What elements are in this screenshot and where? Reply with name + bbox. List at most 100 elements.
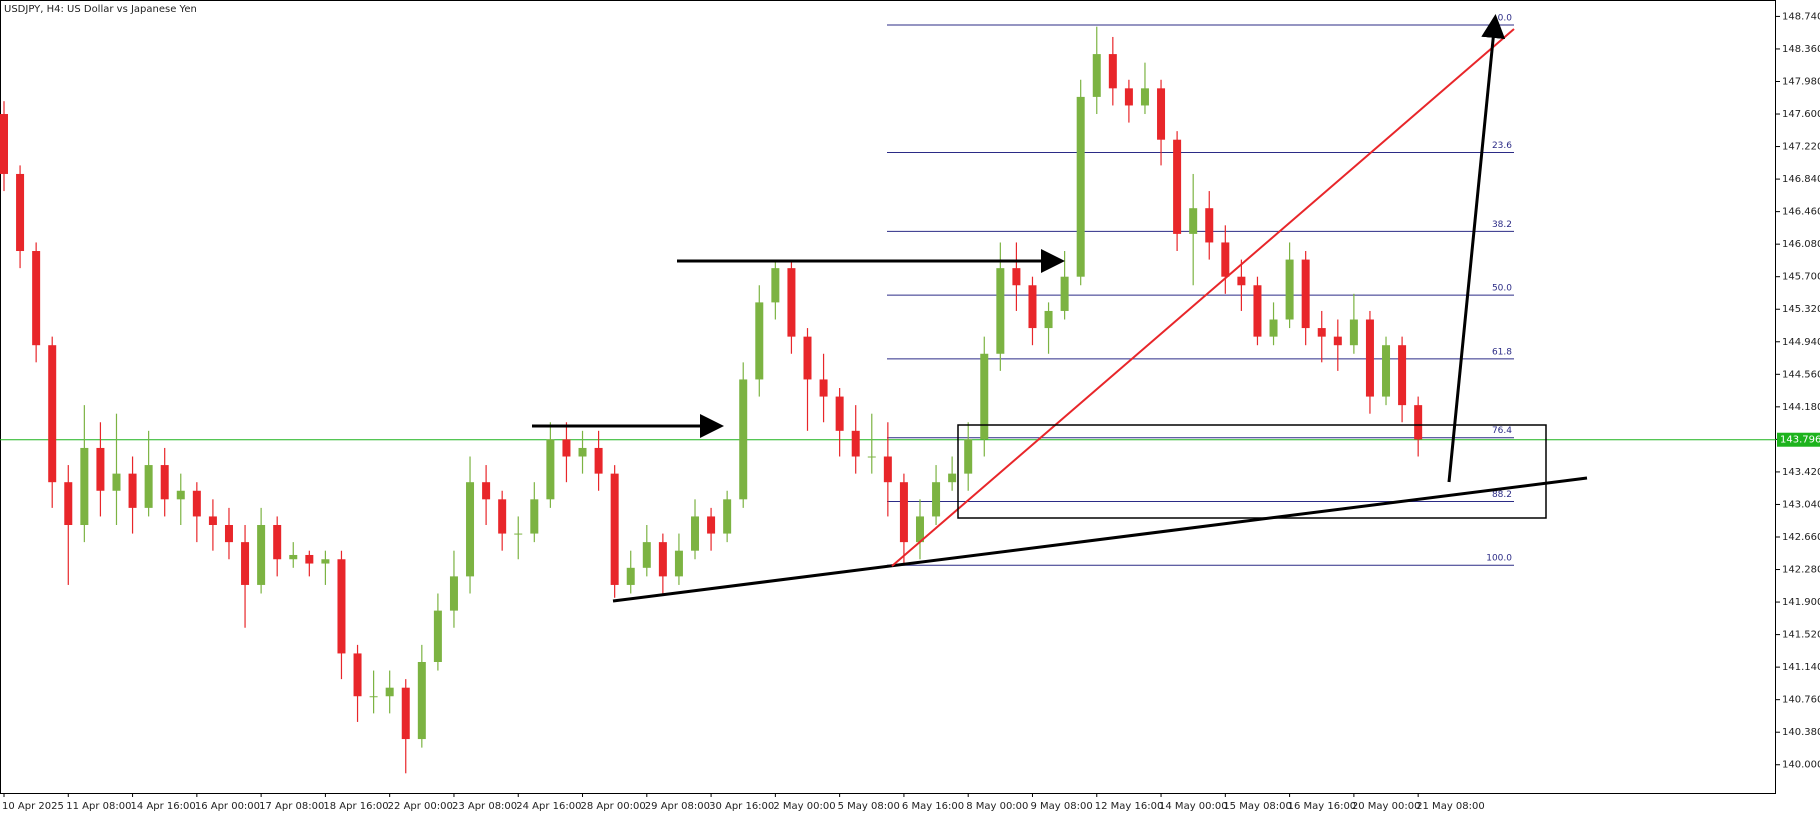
candle-body bbox=[128, 473, 137, 508]
candle-body bbox=[337, 559, 346, 654]
fib-label: 76.4 bbox=[1492, 426, 1512, 436]
candle-body bbox=[273, 525, 282, 560]
candle-body bbox=[353, 653, 362, 697]
trend-line bbox=[612, 476, 1588, 603]
y-tick-label: 143.420 bbox=[1782, 467, 1820, 478]
candle-body bbox=[642, 542, 651, 568]
candle-body bbox=[803, 336, 812, 380]
candle-body bbox=[1333, 336, 1342, 346]
x-tick-label: 2 May 00:00 bbox=[773, 801, 835, 812]
candle-body bbox=[1253, 285, 1262, 337]
candles bbox=[0, 26, 1423, 774]
y-tick-label: 146.080 bbox=[1782, 239, 1820, 250]
x-tick-label: 20 May 00:00 bbox=[1352, 801, 1421, 812]
axes: 140.000 140.380 140.760 141.140 141.520 141.9… bbox=[0, 11, 1820, 812]
candle-body bbox=[739, 379, 748, 500]
candle-body bbox=[1044, 310, 1053, 329]
candle-body bbox=[289, 554, 298, 560]
y-tick-label: 144.560 bbox=[1782, 369, 1820, 380]
fib-label: 38.2 bbox=[1492, 220, 1512, 230]
x-tick-label: 16 Apr 00:00 bbox=[195, 801, 260, 812]
fibonacci: 0.0 23.6 38.2 50.0 61.8 76.4 88.2 100.0 bbox=[887, 13, 1514, 566]
candle-body bbox=[48, 345, 57, 483]
price-tag-label: 143.796 bbox=[1780, 435, 1820, 446]
candle-body bbox=[755, 302, 764, 380]
candle-body bbox=[64, 482, 73, 526]
x-tick-label: 24 Apr 16:00 bbox=[516, 801, 581, 812]
candle-body bbox=[0, 114, 8, 174]
x-tick-label: 22 Apr 00:00 bbox=[388, 801, 453, 812]
y-tick-label: 147.220 bbox=[1782, 142, 1820, 153]
candle-body bbox=[96, 447, 105, 491]
y-tick-label: 140.000 bbox=[1782, 760, 1820, 771]
candle-body bbox=[16, 173, 25, 252]
price-tag bbox=[1777, 432, 1820, 447]
candle-body bbox=[1060, 276, 1069, 311]
candle-body bbox=[562, 439, 571, 457]
candle-body bbox=[1301, 259, 1310, 329]
zone-box bbox=[957, 424, 1547, 519]
candle-body bbox=[578, 447, 587, 457]
candle-body bbox=[192, 490, 201, 517]
x-tick-label: 6 May 16:00 bbox=[902, 801, 964, 812]
candle-body bbox=[787, 268, 796, 337]
candle-body bbox=[1076, 96, 1085, 277]
candle-body bbox=[546, 439, 555, 500]
y-tick-label: 141.520 bbox=[1782, 630, 1820, 641]
candle-body bbox=[1028, 285, 1037, 329]
candle-body bbox=[417, 661, 426, 740]
candle-body bbox=[257, 525, 266, 585]
candle-body bbox=[1205, 208, 1214, 243]
annotations bbox=[532, 14, 1588, 603]
candle-body bbox=[723, 499, 732, 534]
x-tick-label: 23 Apr 08:00 bbox=[452, 801, 517, 812]
candle-body bbox=[112, 473, 121, 491]
y-tick-label: 141.900 bbox=[1782, 597, 1820, 608]
candle-body bbox=[385, 687, 394, 697]
x-tick-label: 5 May 08:00 bbox=[838, 801, 900, 812]
candle-body bbox=[1108, 54, 1117, 89]
x-tick-label: 18 Apr 16:00 bbox=[323, 801, 388, 812]
y-tick-label: 144.940 bbox=[1782, 337, 1820, 348]
candle-body bbox=[208, 516, 217, 526]
candle-body bbox=[899, 482, 908, 543]
y-tick-label: 142.660 bbox=[1782, 532, 1820, 543]
candle-body bbox=[1012, 268, 1021, 286]
candle-body bbox=[514, 533, 523, 535]
candle-body bbox=[658, 542, 667, 577]
y-tick-label: 146.460 bbox=[1782, 207, 1820, 218]
y-tick-label: 146.840 bbox=[1782, 174, 1820, 185]
candle-body bbox=[691, 516, 700, 551]
candle-body bbox=[224, 525, 233, 543]
x-tick-label: 11 Apr 08:00 bbox=[66, 801, 131, 812]
x-tick-label: 14 May 00:00 bbox=[1159, 801, 1228, 812]
candle-body bbox=[1237, 276, 1246, 286]
candle-body bbox=[996, 268, 1005, 354]
y-tick-label: 148.740 bbox=[1782, 11, 1820, 22]
candle-body bbox=[482, 482, 491, 500]
fib-label: 61.8 bbox=[1492, 347, 1512, 357]
candle-body bbox=[626, 567, 635, 585]
x-tick-label: 28 Apr 00:00 bbox=[581, 801, 646, 812]
x-tick-label: 29 Apr 08:00 bbox=[645, 801, 710, 812]
candle-body bbox=[1140, 88, 1149, 106]
candle-body bbox=[433, 610, 442, 662]
candle-body bbox=[771, 268, 780, 303]
candle-body bbox=[915, 516, 924, 543]
candle-body bbox=[1317, 328, 1326, 337]
chart-title: USDJPY, H4: US Dollar vs Japanese Yen bbox=[4, 4, 197, 15]
x-tick-label: 17 Apr 08:00 bbox=[259, 801, 324, 812]
candle-body bbox=[1189, 208, 1198, 234]
x-tick-label: 15 May 08:00 bbox=[1223, 801, 1292, 812]
fib-label: 88.2 bbox=[1492, 490, 1512, 500]
candle-body bbox=[1221, 242, 1230, 277]
candle-body bbox=[241, 542, 250, 585]
candle-body bbox=[1269, 319, 1278, 337]
candle-body bbox=[1092, 54, 1101, 97]
x-tick-label: 10 Apr 2025 bbox=[2, 801, 64, 812]
candle-body bbox=[1414, 405, 1423, 440]
fib-label: 0.0 bbox=[1498, 13, 1513, 23]
candle-body bbox=[449, 576, 458, 611]
x-tick-label: 21 May 08:00 bbox=[1416, 801, 1485, 812]
x-tick-label: 14 Apr 16:00 bbox=[131, 801, 196, 812]
